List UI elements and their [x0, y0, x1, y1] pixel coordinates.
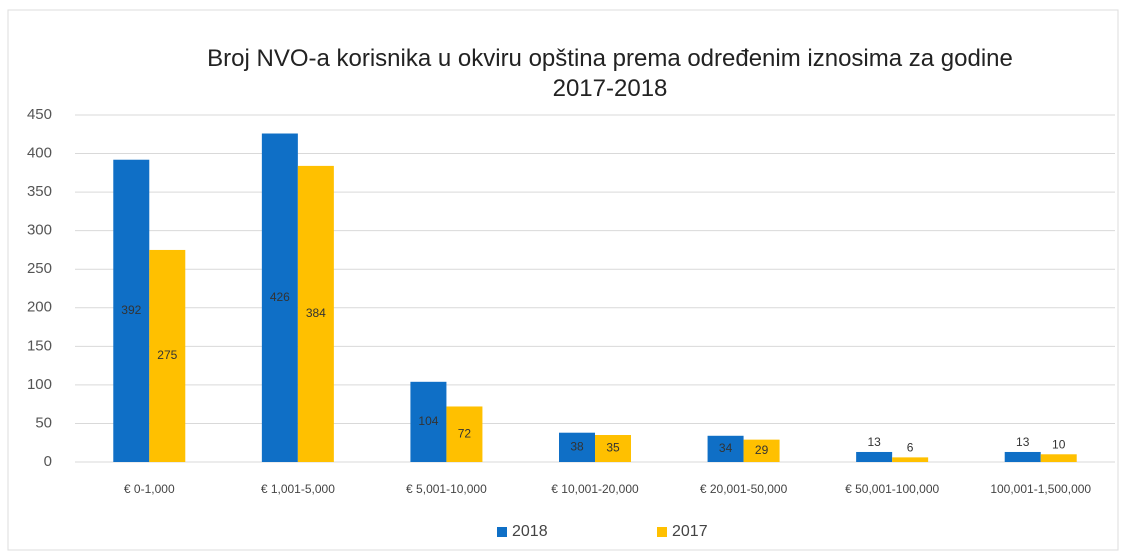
bar: [856, 451, 893, 462]
data-label: 384: [306, 306, 326, 320]
bar: [1040, 454, 1077, 462]
data-label: 275: [157, 348, 177, 362]
data-label: 6: [907, 441, 914, 455]
bar: [707, 435, 744, 462]
x-tick-label: € 0-1,000: [124, 482, 175, 496]
legend-swatch: [497, 527, 507, 537]
data-label: 13: [1016, 435, 1030, 449]
bar: [410, 381, 447, 462]
bar: [261, 133, 298, 463]
data-label: 426: [270, 290, 290, 304]
bar: [446, 406, 483, 462]
y-tick-label: 450: [27, 106, 52, 123]
x-tick-label: € 1,001-5,000: [261, 482, 335, 496]
y-tick-label: 100: [27, 376, 52, 393]
x-tick-label: € 5,001-10,000: [406, 482, 487, 496]
bar: [113, 159, 150, 463]
bar: [595, 435, 631, 462]
y-tick-label: 50: [35, 414, 52, 431]
bar: [149, 249, 186, 462]
chart-title: Broj NVO-a korisnika u okviru opština pr…: [207, 45, 1013, 102]
data-label: 38: [570, 440, 584, 454]
data-label: 104: [418, 414, 438, 428]
y-tick-label: 0: [44, 453, 52, 470]
y-tick-label: 200: [27, 299, 52, 316]
y-tick-label: 150: [27, 337, 52, 354]
data-label: 13: [867, 435, 881, 449]
bar: [892, 457, 929, 462]
legend-label: 2018: [512, 523, 548, 540]
y-tick-label: 300: [27, 222, 52, 239]
data-label: 29: [755, 443, 769, 457]
y-tick-label: 400: [27, 145, 52, 162]
x-tick-label: € 10,001-20,000: [551, 482, 639, 496]
y-tick-label: 250: [27, 260, 52, 277]
legend-swatch: [657, 527, 667, 537]
bar: [743, 439, 780, 462]
data-label: 34: [719, 441, 733, 455]
y-tick-label: 350: [27, 183, 52, 200]
x-tick-label: € 20,001-50,000: [700, 482, 788, 496]
data-label: 10: [1052, 437, 1066, 451]
x-tick-label: 100,001-1,500,000: [990, 482, 1091, 496]
data-label: 35: [606, 441, 620, 455]
bar: [297, 165, 334, 463]
data-label: 72: [458, 426, 472, 440]
data-label: 392: [121, 303, 141, 317]
x-tick-label: € 50,001-100,000: [845, 482, 939, 496]
bar: [559, 432, 595, 462]
legend-label: 2017: [672, 523, 708, 540]
bar: [1004, 451, 1041, 462]
